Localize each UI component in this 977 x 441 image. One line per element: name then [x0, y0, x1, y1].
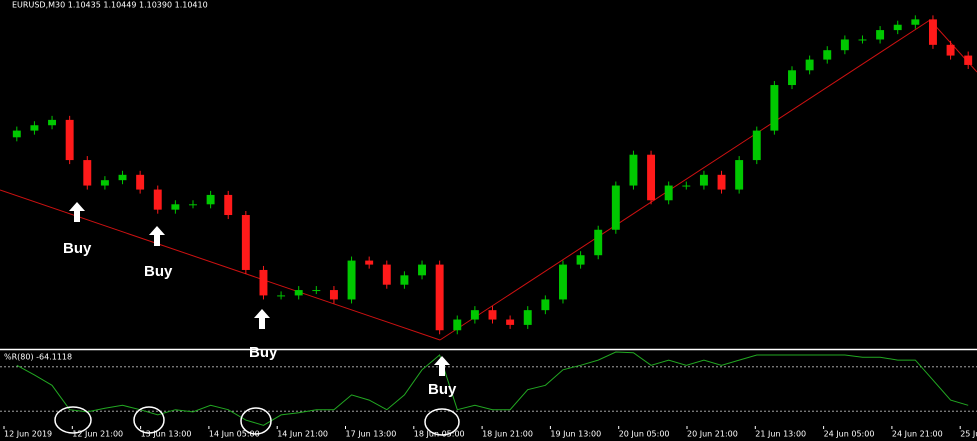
x-tick-label: 14 Jun 21:00	[277, 430, 328, 439]
trend-line	[439, 19, 931, 341]
candle-body	[418, 264, 426, 276]
buy-arrows	[69, 202, 450, 376]
candle-body	[788, 70, 796, 86]
candle-body	[189, 204, 197, 206]
buy-label: Buy	[249, 344, 278, 361]
candle-body	[365, 260, 374, 265]
candle-body	[858, 39, 867, 41]
circles	[54, 406, 460, 436]
candle-body	[382, 264, 391, 285]
candle-body	[30, 125, 39, 131]
candle-body	[840, 39, 849, 51]
candle-body	[541, 299, 550, 311]
candle-body	[470, 310, 479, 320]
candle-body	[523, 310, 532, 325]
candle-body	[752, 130, 761, 161]
candle-body	[435, 264, 444, 331]
candle-body	[770, 85, 779, 131]
candle-body	[823, 50, 832, 60]
candle-body	[329, 290, 338, 300]
x-tick-label: 18 Jun 05:00	[414, 430, 465, 439]
highlight-circle	[240, 407, 272, 435]
x-tick-label: 20 Jun 05:00	[619, 430, 670, 439]
candles	[12, 15, 973, 335]
candle-body	[83, 160, 92, 186]
candle-body	[171, 204, 180, 210]
candle-body	[876, 30, 885, 40]
candle-body	[206, 194, 215, 205]
candle-body	[347, 260, 356, 300]
candle-body	[241, 215, 250, 270]
candle-body	[259, 269, 268, 296]
candle-body	[118, 174, 127, 181]
candle-body	[488, 310, 497, 320]
candle-body	[48, 119, 57, 126]
x-axis: 12 Jun 2019 12 Jun 21:00 13 Jun 13:00 14 Ju…	[3, 426, 977, 439]
candle-body	[453, 319, 462, 331]
candle-body	[682, 185, 691, 187]
candle-body	[735, 160, 744, 190]
candle-body	[12, 130, 21, 138]
candle-body	[559, 264, 567, 300]
candle-body	[611, 185, 620, 230]
x-tick-label: 21 Jun 13:00	[755, 430, 806, 439]
candle-body	[224, 194, 233, 216]
candle-body	[277, 295, 286, 297]
arrow-up	[149, 226, 165, 246]
arrow-up	[69, 202, 85, 222]
x-tick-label: 18 Jun 21:00	[482, 430, 533, 439]
candle-body	[629, 154, 638, 186]
candle-body	[964, 55, 973, 65]
candle-body	[699, 174, 708, 186]
arrow-up	[254, 309, 270, 329]
candle-body	[893, 24, 902, 31]
candle-body	[594, 229, 603, 256]
buy-label: Buy	[144, 263, 173, 280]
arrow-up	[434, 356, 450, 376]
candle-body	[65, 119, 74, 161]
candle-body	[647, 154, 656, 201]
candle-body	[717, 174, 726, 190]
x-tick-label: 24 Jun 21:00	[892, 430, 943, 439]
candle-body	[312, 290, 321, 292]
x-tick-label: 14 Jun 05:00	[209, 430, 260, 439]
x-tick-label: 12 Jun 21:00	[72, 430, 123, 439]
x-tick-label: 13 Jun 13:00	[141, 430, 192, 439]
candle-body	[294, 290, 303, 296]
x-tick-label: 12 Jun 2019	[4, 430, 52, 439]
x-tick-label: 17 Jun 13:00	[346, 430, 397, 439]
buy-label: Buy	[63, 240, 92, 257]
candle-body	[136, 174, 145, 190]
highlight-circle	[54, 406, 92, 434]
x-tick-label: 25 Jun 13:00	[960, 430, 977, 439]
x-tick-label: 24 Jun 05:00	[824, 430, 875, 439]
x-tick-label: 19 Jun 13:00	[550, 430, 601, 439]
candle-body	[946, 44, 955, 56]
highlight-circle	[424, 408, 460, 436]
candle-body	[928, 19, 937, 45]
trend-line	[0, 189, 441, 341]
highlight-circle	[133, 406, 165, 434]
candle-body	[911, 19, 920, 25]
x-tick-label: 20 Jun 21:00	[687, 430, 738, 439]
buy-label: Buy	[428, 381, 457, 398]
candle-body	[506, 319, 515, 325]
candle-body	[664, 185, 673, 201]
candle-body	[576, 255, 585, 265]
candle-body	[100, 180, 109, 186]
candle-body	[400, 275, 409, 285]
candle-body	[153, 189, 162, 210]
indicator-pane	[0, 351, 977, 426]
candle-body	[805, 59, 814, 71]
chart-title: EURUSD,M30 1.10435 1.10449 1.10390 1.104…	[12, 1, 208, 10]
indicator-line	[16, 351, 969, 426]
indicator-title: %R(80) -64.1118	[4, 353, 72, 362]
